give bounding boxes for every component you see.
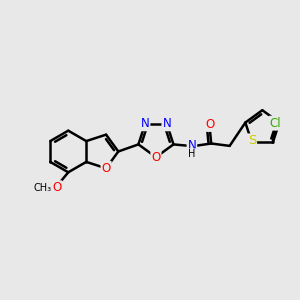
Text: N: N bbox=[141, 117, 149, 130]
Text: S: S bbox=[248, 134, 256, 148]
Text: O: O bbox=[101, 162, 111, 175]
Text: N: N bbox=[188, 140, 196, 152]
Text: O: O bbox=[151, 151, 160, 164]
Text: O: O bbox=[205, 118, 214, 131]
Text: Cl: Cl bbox=[269, 117, 281, 130]
Text: CH₃: CH₃ bbox=[33, 183, 51, 193]
Text: O: O bbox=[52, 181, 62, 194]
Text: N: N bbox=[162, 117, 171, 130]
Text: H: H bbox=[188, 149, 196, 159]
